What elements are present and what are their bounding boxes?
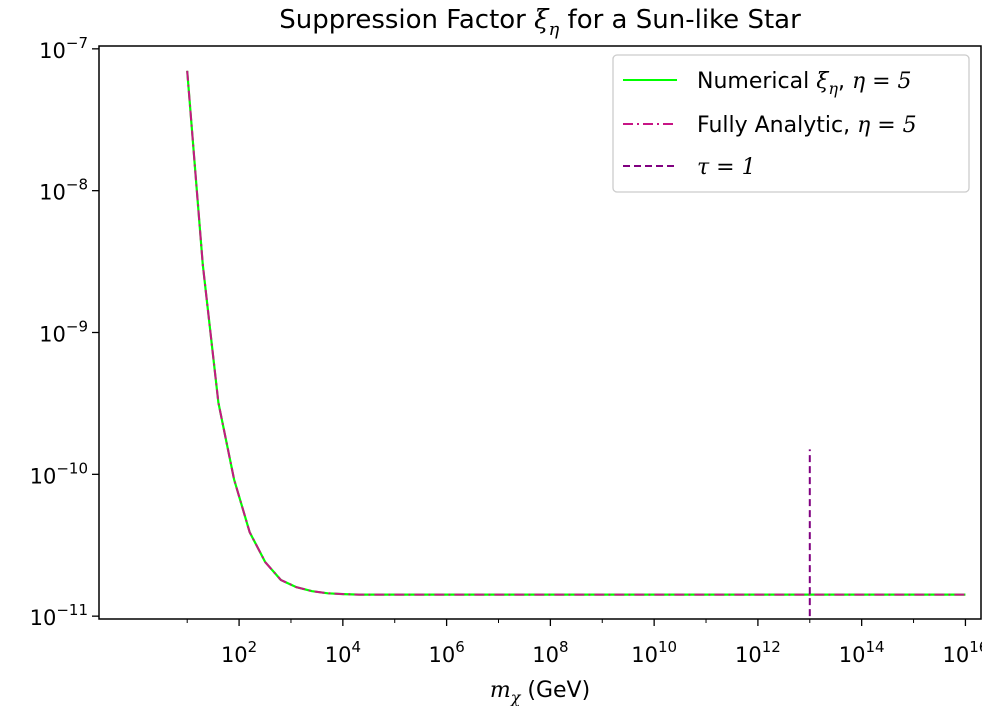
- legend-label-numerical: Numerical ξη, η = 5: [697, 69, 912, 98]
- x-tick-label: 1012: [735, 638, 781, 667]
- x-tick-label: 102: [221, 638, 257, 667]
- chart-title-subscript: η: [548, 19, 559, 40]
- x-tick-label: 104: [325, 638, 361, 667]
- y-tick-label: 10−8: [39, 176, 88, 205]
- y-tick-label: 10−10: [30, 459, 88, 488]
- chart-title-symbol: ξ: [534, 5, 550, 35]
- x-tick-label: 1014: [839, 638, 885, 667]
- x-tick-label: 106: [428, 638, 464, 667]
- legend-label-tau: τ = 1: [697, 155, 756, 180]
- series-line-0: [186, 70, 966, 596]
- chart-title-text: Suppression Factor: [279, 5, 526, 35]
- x-axis-label-units: (GeV): [520, 678, 590, 703]
- y-tick-label: 10−9: [39, 318, 88, 347]
- legend-frame: [612, 54, 970, 193]
- x-axis-label-subscript: χ: [510, 688, 522, 706]
- x-tick-label: 1010: [631, 638, 677, 667]
- chart-title-suffix: for a Sun-like Star: [559, 5, 801, 35]
- chart-title: Suppression Factor ξη for a Sun-like Sta…: [279, 5, 801, 40]
- legend-label-analytic: Fully Analytic, η = 5: [697, 113, 917, 138]
- x-tick-label: 1016: [943, 638, 982, 667]
- x-tick-label: 108: [532, 638, 568, 667]
- y-tick-label: 10−11: [30, 601, 88, 630]
- legend: Numerical ξη, η = 5 Fully Analytic, η = …: [612, 54, 970, 193]
- y-tick-label: 10−7: [39, 34, 88, 63]
- x-axis-label-symbol: m: [490, 678, 511, 703]
- x-axis-label: mχ (GeV): [490, 678, 590, 706]
- data-layer: [186, 70, 966, 617]
- ticks-layer: 102 104 106 108 1010 1012 1014 1016 10−7 10−8 10−9…: [30, 34, 982, 667]
